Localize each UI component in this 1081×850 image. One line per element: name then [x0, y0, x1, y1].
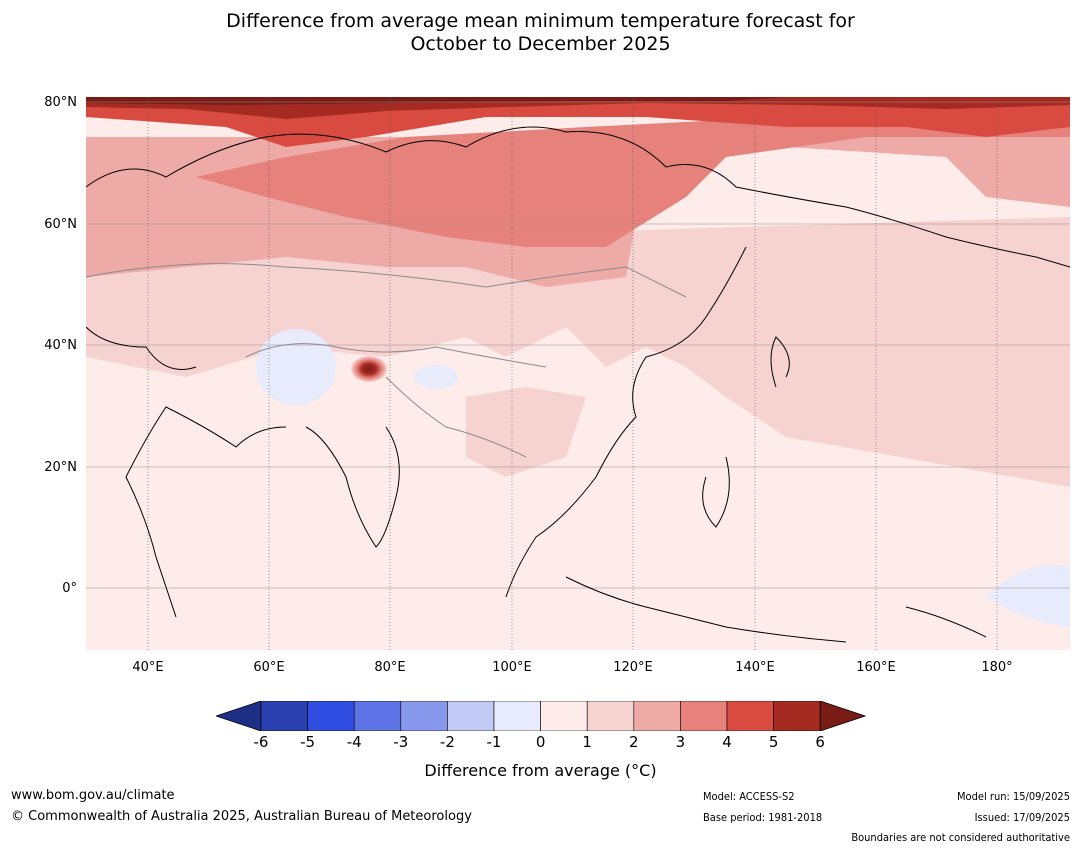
- base-period-text: Base period: 1981-2018: [703, 811, 823, 824]
- model-text: Model: ACCESS-S2: [703, 790, 795, 803]
- colorbar-tick-label: -6: [253, 733, 269, 751]
- colorbar-segment: [447, 701, 495, 731]
- colorbar-tick-label: -3: [393, 733, 409, 751]
- lat-label-20n: 20°N: [44, 460, 77, 475]
- colorbar-segment: [400, 701, 448, 731]
- lon-label-120e: 120°E: [613, 660, 653, 675]
- colorbar-segment: [586, 701, 635, 731]
- colorbar-tick-label: -5: [300, 733, 316, 751]
- colorbar-segment: [726, 701, 774, 731]
- colorbar-tick-label: 0: [535, 733, 546, 751]
- colorbar-tick-label: -4: [346, 733, 362, 751]
- colorbar-tick-label: 1: [582, 733, 592, 751]
- temperature-anomaly-map: [86, 97, 1070, 650]
- colorbar-tick-label: -1: [486, 733, 502, 751]
- colorbar-label: Difference from average (°C): [424, 761, 657, 780]
- lon-label-40e: 40°E: [132, 660, 164, 675]
- colorbar: [216, 701, 866, 731]
- colorbar-segment: [633, 701, 681, 731]
- country-borders: [86, 263, 687, 458]
- colorbar-extend-low: [216, 701, 262, 731]
- lat-label-40n: 40°N: [44, 338, 77, 353]
- colorbar-tick-label: 3: [675, 733, 686, 751]
- lon-label-140e: 140°E: [735, 660, 775, 675]
- cool-patch-central-asia: [256, 329, 336, 405]
- colorbar-segment: [260, 701, 308, 731]
- lat-label-0: 0°: [62, 581, 77, 596]
- colorbar-segment: [540, 701, 588, 731]
- lat-gridlines: [86, 101, 1070, 589]
- title-line-2: October to December 2025: [410, 33, 671, 55]
- anomaly-zone-above-6: [86, 97, 786, 105]
- anomaly-zone-1-2: [86, 217, 1070, 487]
- colorbar-tick-label: 6: [815, 733, 825, 751]
- colorbar-segment: [493, 701, 541, 731]
- hotspot-karakoram: [351, 356, 387, 382]
- cool-patch-tibet: [414, 365, 458, 389]
- cool-patch-pacific: [986, 565, 1070, 627]
- colorbar-tick-label: 5: [768, 733, 779, 751]
- chart-title: Difference from average mean minimum tem…: [0, 10, 1081, 56]
- lon-label-180: 180°: [981, 660, 1013, 675]
- colorbar-segment: [773, 701, 821, 731]
- colorbar-tick-label: 2: [629, 733, 639, 751]
- colorbar-tick-label: -2: [439, 733, 455, 751]
- lon-label-60e: 60°E: [253, 660, 285, 675]
- colorbar-extend-high: [819, 701, 866, 731]
- colorbar-segment: [680, 701, 728, 731]
- issued-text: Issued: 17/09/2025: [974, 811, 1070, 824]
- copyright-text: © Commonwealth of Australia 2025, Austra…: [11, 809, 472, 824]
- website-link[interactable]: www.bom.gov.au/climate: [11, 788, 175, 803]
- lat-label-80n: 80°N: [44, 95, 77, 110]
- colorbar-segment: [353, 701, 402, 731]
- lon-label-100e: 100°E: [492, 660, 532, 675]
- anomaly-zone-1-2-south: [466, 387, 586, 477]
- model-run-text: Model run: 15/09/2025: [957, 790, 1070, 803]
- lon-label-160e: 160°E: [856, 660, 896, 675]
- lon-gridlines: [147, 97, 998, 650]
- colorbar-tick-label: 4: [722, 733, 732, 751]
- lon-label-80e: 80°E: [374, 660, 406, 675]
- lat-label-60n: 60°N: [44, 217, 77, 232]
- disclaimer-text: Boundaries are not considered authoritat…: [851, 831, 1070, 844]
- title-line-1: Difference from average mean minimum tem…: [226, 10, 855, 32]
- coastlines: [86, 126, 1070, 643]
- colorbar-segment: [307, 701, 355, 731]
